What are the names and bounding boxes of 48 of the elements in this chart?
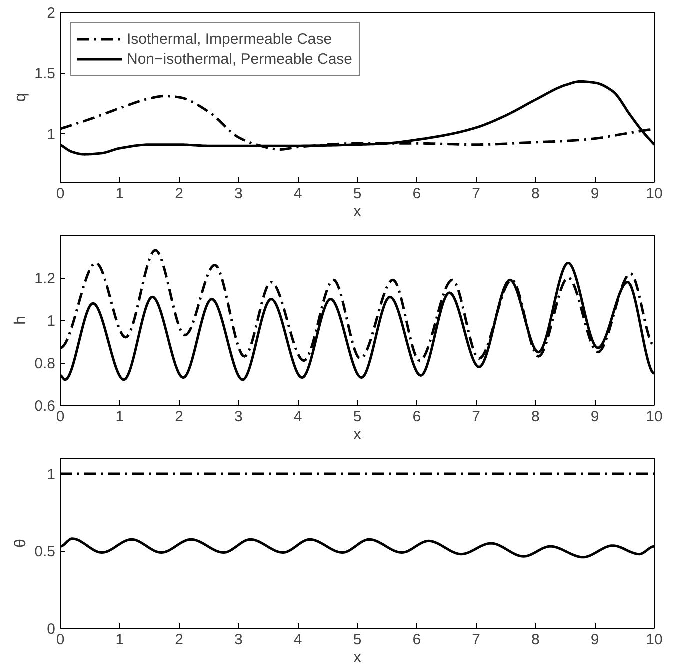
x-tick-label: 4 [294, 408, 302, 426]
x-tick-label: 8 [532, 186, 540, 202]
y-tick-label: 0 [47, 621, 56, 638]
x-tick-label: 10 [646, 632, 663, 648]
y-tick-label: 1.5 [34, 66, 56, 83]
y-tick-label: 1 [47, 126, 56, 144]
y-tick-label: 2 [47, 5, 56, 22]
y-tick-label: 0.5 [34, 544, 56, 561]
x-tick-label: 5 [353, 408, 362, 426]
y-axis-title: h [12, 316, 30, 325]
x-tick-label: 5 [353, 632, 362, 648]
y-axis-title: θ [12, 538, 30, 548]
x-tick-label: 2 [175, 632, 184, 648]
legend-label: Isothermal, Impermeable Case [127, 30, 332, 48]
x-tick-label: 6 [412, 186, 422, 202]
x-tick-label: 10 [646, 186, 663, 202]
y-tick-label: 0.6 [34, 398, 56, 415]
x-tick-label: 9 [590, 632, 600, 648]
x-tick-label: 6 [412, 408, 422, 426]
y-tick-label: 1 [47, 313, 56, 330]
x-tick-label: 3 [234, 632, 243, 648]
y-axis-title: q [12, 93, 30, 102]
x-tick-label: 1 [116, 186, 124, 202]
x-tick-label: 8 [532, 632, 540, 648]
y-tick-label: 0.8 [34, 356, 56, 372]
x-tick-label: 3 [234, 408, 243, 426]
x-tick-label: 2 [175, 186, 184, 202]
x-tick-label: 3 [234, 186, 243, 202]
x-axis-title: x [354, 650, 362, 666]
y-tick-label: 1 [47, 466, 56, 484]
x-tick-label: 7 [472, 186, 480, 202]
x-tick-label: 10 [646, 408, 663, 426]
x-tick-label: 8 [532, 408, 540, 426]
x-tick-label: 9 [590, 186, 600, 202]
x-tick-label: 7 [472, 408, 480, 426]
y-tick-label: 1.2 [34, 270, 56, 288]
x-tick-label: 4 [294, 632, 302, 648]
x-tick-label: 5 [353, 186, 362, 202]
x-tick-label: 9 [590, 408, 600, 426]
x-tick-label: 1 [116, 632, 124, 648]
x-tick-label: 6 [412, 632, 422, 648]
x-axis-title: x [354, 204, 362, 220]
x-tick-label: 1 [116, 408, 124, 426]
x-tick-label: 4 [294, 186, 302, 202]
x-tick-label: 7 [472, 632, 480, 648]
x-axis-title: x [354, 426, 362, 444]
legend-label: Non−isothermal, Permeable Case [127, 50, 353, 68]
x-tick-label: 2 [175, 408, 184, 426]
